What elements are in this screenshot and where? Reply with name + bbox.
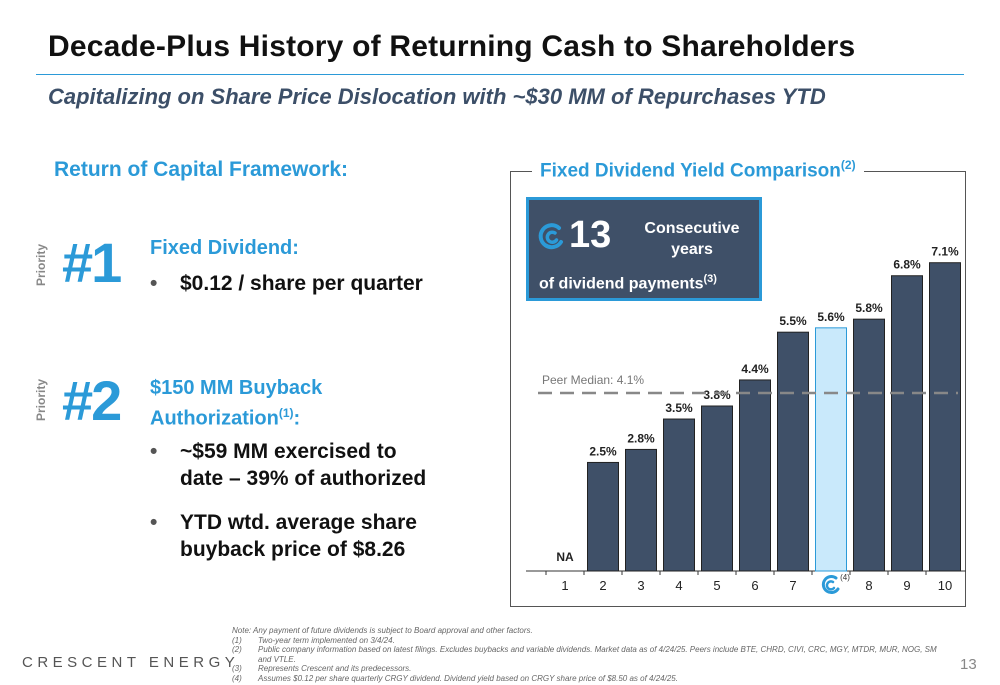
data-label-8: 5.6% (817, 310, 845, 324)
page-number: 13 (960, 656, 977, 673)
page-subtitle: Capitalizing on Share Price Dislocation … (48, 84, 826, 109)
data-label-11: 7.1% (931, 245, 959, 259)
dividend-yield-chart: NA 1 2.5% 2 2.8% 3 3.5% 4 3.8% 5 4.4% 6 5.5% 7 5.6% (4)… (526, 245, 966, 594)
callout-years: years (671, 241, 713, 258)
bar-4 (663, 418, 695, 572)
brand-wordmark: CRESCENT ENERGY (22, 654, 240, 671)
bar-5 (701, 405, 733, 572)
page-title: Decade-Plus History of Returning Cash to… (48, 30, 856, 63)
footnotes: Note: Any payment of future dividends is… (232, 626, 938, 684)
callout-footnote: (3) (703, 273, 717, 285)
x-tick-label-2: 2 (599, 578, 606, 593)
buyback-heading-footnote: (1) (278, 406, 294, 420)
x-tick-label-5: 5 (713, 578, 720, 593)
buyback-heading-line1: $150 MM Buyback (150, 377, 323, 399)
bar-2 (587, 461, 619, 572)
chart-heading-footnote: (2) (840, 158, 856, 172)
bar-10 (891, 275, 923, 572)
bar-9 (853, 318, 885, 572)
data-label-2: 2.5% (589, 444, 617, 458)
x-tick-label-10: 9 (903, 578, 910, 593)
bar-6 (739, 379, 771, 572)
chart-heading: Fixed Dividend Yield Comparison(2) (532, 158, 864, 183)
crescent-logo-icon (538, 223, 563, 250)
consecutive-years-callout: 13 Consecutive years of dividend payment… (526, 197, 762, 301)
footnote-3: (3) Represents Crescent and its predecess… (232, 664, 412, 674)
buyback-heading-line2: Authorization(1): (150, 406, 301, 430)
data-label-5: 3.8% (703, 388, 731, 402)
fixed-dividend-heading: Fixed Dividend: (150, 237, 299, 259)
footnote-1: (1) Two-year term implemented on 3/4/24. (232, 635, 395, 645)
data-label-4: 3.5% (665, 401, 693, 415)
bar-3 (625, 448, 657, 572)
bar-7 (777, 331, 809, 572)
data-label-7: 5.5% (779, 314, 807, 328)
data-label-1: NA (556, 550, 574, 564)
buyback-exercised-bullet: ~$59 MM exercised to date – 39% of autho… (150, 438, 426, 492)
x-tick-label-6: 6 (751, 578, 758, 593)
framework-heading: Return of Capital Framework: (54, 158, 349, 181)
bar-11 (929, 262, 961, 572)
x-tick-label-11: 10 (938, 578, 952, 593)
rank-2: #2 (62, 369, 122, 432)
highlight-tick-footnote: (4) (840, 573, 850, 582)
x-tick-label-9: 8 (865, 578, 872, 593)
x-tick-label-3: 3 (637, 578, 644, 593)
crescent-tick-icon (821, 575, 840, 594)
priority-label-2: Priority (34, 378, 48, 421)
callout-consecutive: Consecutive (644, 220, 740, 237)
footnote-4: (4) Assumes $0.12 per share quarterly CRG… (232, 673, 678, 683)
data-label-3: 2.8% (627, 431, 655, 445)
fixed-dividend-bullet: $0.12 / share per quarter (150, 270, 423, 297)
data-label-10: 6.8% (893, 258, 921, 272)
x-tick-label-4: 4 (675, 578, 682, 593)
buyback-price-bullet: YTD wtd. average share buyback price of … (150, 509, 417, 563)
title-divider (36, 74, 964, 75)
data-label-6: 4.4% (741, 362, 769, 376)
x-tick-label-7: 7 (789, 578, 796, 593)
priority-label-1: Priority (34, 243, 48, 286)
x-tick-label-1: 1 (561, 578, 568, 593)
footnote-note: Note: Any payment of future dividends is… (232, 626, 533, 635)
peer-median-label: Peer Median: 4.1% (542, 373, 644, 387)
bar-8 (815, 327, 847, 572)
footnote-2: (2) Public company information based on l… (232, 645, 937, 664)
rank-1: #1 (62, 231, 122, 294)
buyback-heading: $150 MM Buyback Authorization(1): (150, 376, 322, 432)
callout-number: 13 (569, 214, 612, 256)
data-label-9: 5.8% (855, 301, 883, 315)
callout-dividend-payments: of dividend payments(3) (539, 273, 717, 293)
